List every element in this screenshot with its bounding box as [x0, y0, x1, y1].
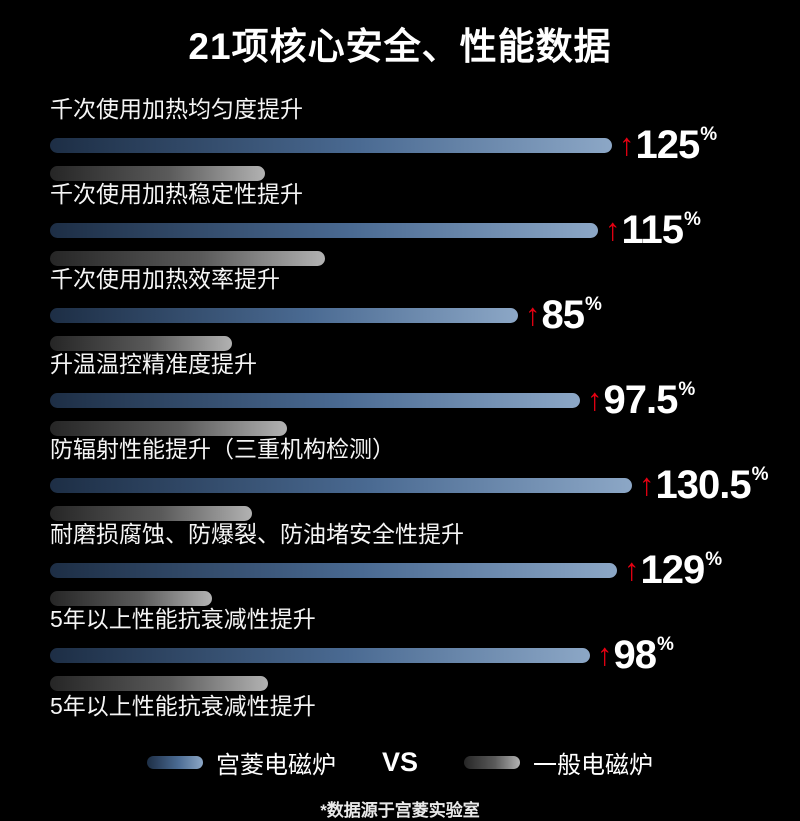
brand-bar-row: ↑ 85%	[50, 293, 800, 337]
up-arrow-icon: ↑	[587, 382, 603, 417]
generic-bar	[50, 591, 212, 606]
brand-bar	[50, 392, 580, 408]
chart-group: 升温温控精准度提升 ↑ 97.5%	[50, 349, 800, 436]
metric-value: ↑ 130.5%	[639, 463, 769, 507]
metric-value: ↑ 129%	[624, 548, 722, 592]
brand-bar-row: ↑ 115%	[50, 208, 800, 252]
legend: 宫菱电磁炉 VS 一般电磁炉	[0, 745, 800, 780]
percent-sign: %	[700, 124, 718, 145]
chart-group: 5年以上性能抗衰减性提升 ↑ 98%	[50, 604, 800, 691]
metric-value: ↑ 125%	[619, 123, 717, 167]
brand-bar-row: ↑ 125%	[50, 123, 800, 167]
metric-label: 防辐射性能提升（三重机构检测）	[50, 436, 395, 462]
up-arrow-icon: ↑	[619, 127, 635, 162]
brand-bar-row: ↑ 130.5%	[50, 463, 800, 507]
metric-label: 耐磨损腐蚀、防爆裂、防油堵安全性提升	[50, 521, 464, 547]
up-arrow-icon: ↑	[605, 212, 621, 247]
vs-label: VS	[381, 747, 419, 777]
percent-sign: %	[751, 464, 769, 485]
metric-value: ↑ 97.5%	[587, 378, 695, 422]
metric-value: ↑ 115%	[605, 208, 701, 252]
percent-sign: %	[585, 294, 602, 315]
chart-group: 千次使用加热均匀度提升 ↑ 125%	[50, 94, 800, 181]
metric-number: 130.5	[655, 463, 752, 507]
brand-bar-row: ↑ 97.5%	[50, 378, 800, 422]
trailing-metric-label: 5年以上性能抗衰减性提升	[50, 693, 316, 719]
generic-bar	[50, 336, 232, 351]
generic-bar	[50, 251, 325, 266]
up-arrow-icon: ↑	[597, 637, 613, 672]
brand-bar	[50, 307, 518, 323]
generic-legend-label: 一般电磁炉	[533, 752, 654, 779]
page-title: 21项核心安全、性能数据	[188, 26, 612, 67]
metric-number: 125	[635, 123, 701, 167]
chart-group: 千次使用加热稳定性提升 ↑ 115%	[50, 179, 800, 266]
brand-bar	[50, 647, 590, 663]
chart-group: 千次使用加热效率提升 ↑ 85%	[50, 264, 800, 351]
brand-bar	[50, 477, 632, 493]
metric-label: 升温温控精准度提升	[50, 351, 257, 377]
generic-legend-swatch	[464, 756, 521, 769]
bar-chart: 千次使用加热均匀度提升 ↑ 125% 千次使用加热稳定性提升 ↑ 115% 千次使用…	[0, 94, 800, 691]
generic-bar	[50, 506, 252, 521]
brand-bar-row: ↑ 98%	[50, 633, 800, 677]
chart-group: 耐磨损腐蚀、防爆裂、防油堵安全性提升 ↑ 129%	[50, 519, 800, 606]
percent-sign: %	[657, 634, 674, 655]
infographic-page: 21项核心安全、性能数据 千次使用加热均匀度提升 ↑ 125% 千次使用加热稳定性…	[0, 26, 800, 820]
brand-bar	[50, 562, 617, 578]
percent-sign: %	[678, 379, 696, 400]
metric-label: 千次使用加热稳定性提升	[50, 181, 303, 207]
up-arrow-icon: ↑	[624, 552, 640, 587]
brand-legend-label: 宫菱电磁炉	[215, 752, 336, 779]
brand-legend-swatch	[146, 756, 203, 769]
metric-number: 98	[613, 633, 657, 677]
generic-bar	[50, 166, 265, 181]
brand-bar	[50, 137, 612, 153]
percent-sign: %	[705, 549, 723, 570]
metric-number: 85	[541, 293, 585, 337]
generic-bar	[50, 676, 268, 691]
metric-number: 115	[621, 208, 685, 252]
metric-number: 97.5	[603, 378, 679, 422]
brand-bar-row: ↑ 129%	[50, 548, 800, 592]
brand-bar	[50, 222, 598, 238]
up-arrow-icon: ↑	[525, 297, 541, 332]
generic-bar	[50, 421, 287, 436]
chart-group: 防辐射性能提升（三重机构检测） ↑ 130.5%	[50, 434, 800, 521]
metric-label: 千次使用加热效率提升	[50, 266, 280, 292]
metric-label: 5年以上性能抗衰减性提升	[50, 606, 316, 632]
metric-number: 129	[640, 548, 706, 592]
metric-value: ↑ 85%	[525, 293, 602, 337]
percent-sign: %	[684, 209, 701, 230]
metric-label: 千次使用加热均匀度提升	[50, 96, 303, 122]
metric-value: ↑ 98%	[597, 633, 674, 677]
up-arrow-icon: ↑	[639, 467, 655, 502]
